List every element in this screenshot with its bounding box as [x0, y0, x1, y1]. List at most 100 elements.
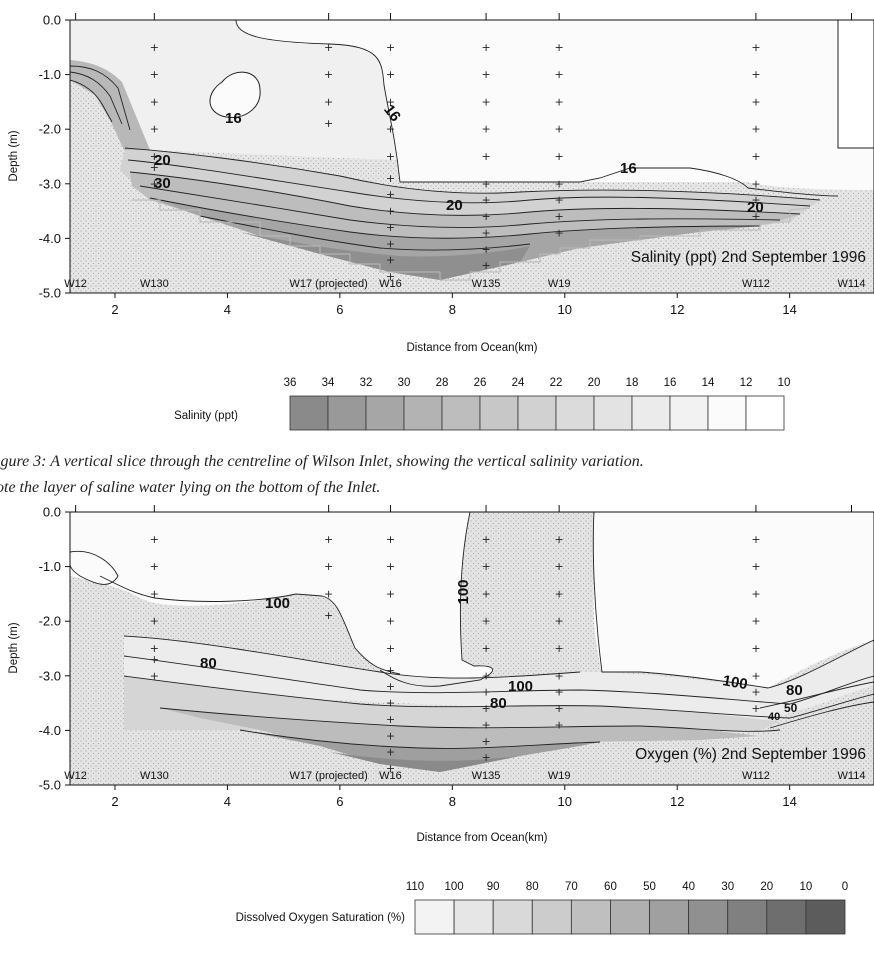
sample-point: + [481, 226, 490, 239]
salinity-contour-16-closed [209, 71, 261, 118]
sample-point: + [751, 669, 760, 682]
sample-point: + [555, 150, 564, 163]
oxygen-contours [99, 512, 874, 749]
sample-point: + [555, 177, 564, 190]
y-tick-label: 0.0 [43, 505, 61, 520]
legend-value: 10 [778, 377, 791, 389]
sample-point: + [150, 177, 159, 190]
sample-point: + [386, 205, 395, 218]
sample-point: + [150, 161, 159, 174]
x-tick-label: 4 [224, 302, 231, 317]
legend-value: 80 [526, 881, 539, 893]
sample-point: + [481, 587, 490, 600]
sample-point: + [481, 615, 490, 628]
legend-value: 100 [444, 881, 463, 893]
sample-point: + [555, 95, 564, 108]
salinity-legend-label: Salinity (ppt) [174, 410, 238, 422]
sample-point: + [481, 533, 490, 546]
sample-point: + [481, 735, 490, 748]
legend-value: 22 [550, 377, 563, 389]
y-tick-label: -4.0 [39, 231, 61, 246]
x-tick-label: 12 [670, 794, 684, 809]
sample-point: + [481, 123, 490, 136]
salinity-band-24-28 [130, 172, 800, 280]
sample-point: + [555, 702, 564, 715]
legend-swatch [688, 899, 729, 935]
sample-point: + [555, 686, 564, 699]
oxygen-sample-points: + + + + + + + + + + + + + + + + + + + + + + + + + + + + + + + + + + + + + + + +… [150, 533, 761, 775]
oxygen-chart: 2 4 6 8 10 12 14 0.0-1.0-2.0-3.0-4.0-5.0 W12 W1… [8, 505, 874, 935]
oxygen-band-60-70 [160, 708, 760, 772]
legend-swatch [649, 899, 690, 935]
sample-point: + [324, 533, 333, 546]
oxygen-annotation: Oxygen (%) 2nd September 1996 [635, 746, 866, 763]
legend-value: 70 [565, 881, 578, 893]
sample-point: + [751, 177, 760, 190]
station-label: W130 [140, 770, 169, 782]
legend-value: 90 [487, 881, 500, 893]
sample-point: + [386, 697, 395, 710]
legend-value: 110 [406, 881, 424, 893]
sample-point: + [481, 68, 490, 81]
salinity-sample-points: + + + + + + + + + + + + + + + + + + + + + + + + + + + + + + + + + + + + + + + +… [150, 41, 761, 283]
sample-point: + [324, 560, 333, 573]
legend-value: 32 [360, 377, 373, 389]
oxygen-legend-label: Dissolved Oxygen Saturation (%) [236, 912, 406, 924]
sample-point: + [386, 729, 395, 742]
y-tick-label: 0.0 [43, 13, 61, 28]
oxygen-band-above-100-right [593, 512, 874, 688]
x-tick-label: 12 [670, 302, 684, 317]
sample-point: + [150, 642, 159, 655]
contour-label-100c: 100 [508, 678, 533, 695]
sample-point: + [555, 560, 564, 573]
sample-point: + [751, 615, 760, 628]
sample-point: + [150, 560, 159, 573]
sample-point: + [150, 41, 159, 54]
sample-point: + [751, 642, 760, 655]
oxygen-x-ticks: 2 4 6 8 10 12 14 [111, 785, 797, 809]
legend-value: 18 [626, 377, 639, 389]
y-tick-label: -1.0 [39, 559, 61, 574]
sample-point: + [555, 718, 564, 731]
contour-label-20a: 20 [154, 152, 171, 169]
legend-value: 30 [398, 377, 411, 389]
y-tick-label: -1.0 [39, 67, 61, 82]
sample-point: + [555, 194, 564, 207]
contour-label-80c: 80 [786, 682, 803, 699]
salinity-band-above-32 [240, 232, 530, 280]
legend-swatch [531, 899, 572, 935]
sample-point: + [751, 95, 760, 108]
x-tick-label: 6 [336, 302, 343, 317]
sample-point: + [481, 718, 490, 731]
sample-point: + [324, 117, 333, 130]
salinity-annotation: Salinity (ppt) 2nd September 1996 [631, 249, 866, 266]
y-tick-label: -2.0 [39, 122, 61, 137]
sample-point: + [386, 188, 395, 201]
sample-point: + [481, 702, 490, 715]
legend-swatch [555, 395, 595, 431]
sample-point: + [386, 254, 395, 267]
sample-point: + [751, 533, 760, 546]
sample-point: + [751, 123, 760, 136]
station-label: W17 (projected) [289, 770, 367, 782]
oxygen-band-above-100 [70, 512, 493, 687]
station-label: W114 [838, 770, 866, 782]
legend-value: 10 [800, 881, 813, 893]
sample-point: + [150, 669, 159, 682]
legend-swatch [289, 395, 329, 431]
legend-swatch [403, 395, 443, 431]
contour-label-20c: 20 [747, 199, 764, 216]
sample-point: + [150, 615, 159, 628]
x-tick-label: 2 [111, 302, 118, 317]
y-tick-label: -4.0 [39, 723, 61, 738]
contour-label-40: 40 [768, 711, 780, 723]
legend-swatch [570, 899, 611, 935]
y-tick-label: -5.0 [39, 778, 61, 793]
legend-value: 26 [474, 377, 487, 389]
sample-point: + [751, 702, 760, 715]
oxygen-band-70-80 [124, 676, 780, 730]
sample-point: + [555, 642, 564, 655]
contour-label-80b: 80 [490, 695, 507, 712]
sample-point: + [324, 609, 333, 622]
salinity-chart: 2 4 6 8 10 12 14 0.0-1.0-2.0-3.0-4.0-5.0 W12 W1… [8, 13, 874, 431]
